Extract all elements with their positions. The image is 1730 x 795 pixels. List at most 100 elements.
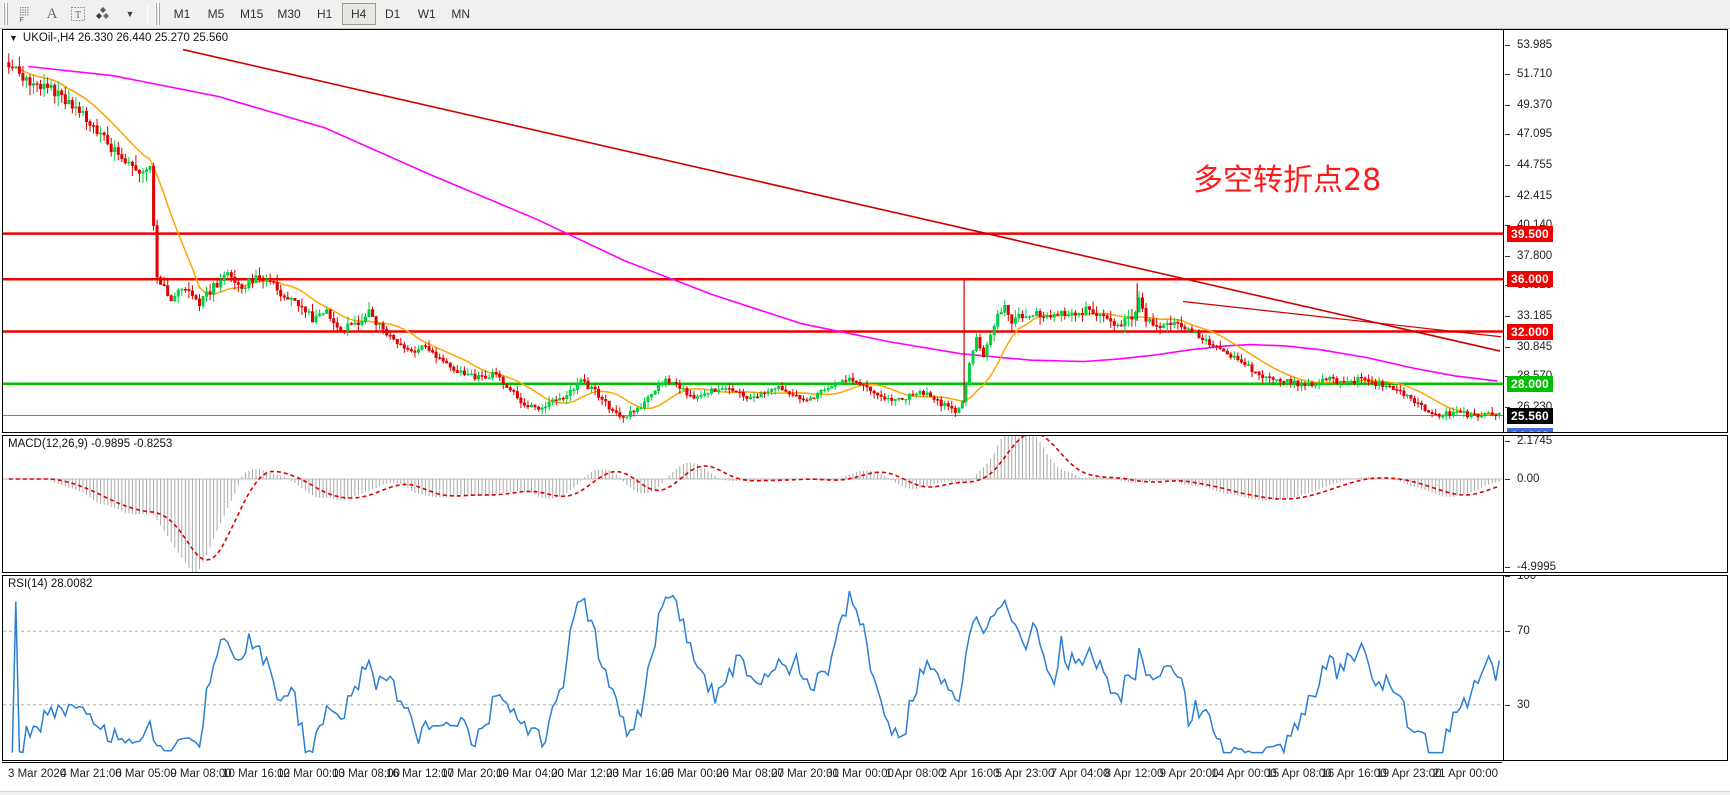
- candlestick: [533, 404, 537, 411]
- candlestick: [925, 387, 929, 398]
- candlestick: [840, 378, 844, 385]
- candlestick: [900, 397, 904, 401]
- candlestick: [989, 332, 993, 348]
- candlestick: [332, 312, 336, 330]
- timeframe-mn[interactable]: MN: [451, 7, 471, 21]
- candlestick: [911, 390, 915, 397]
- text-label-icon[interactable]: T: [65, 2, 91, 26]
- timeframe-w1[interactable]: W1: [417, 7, 436, 21]
- candlestick: [1109, 310, 1113, 328]
- candlestick: [420, 345, 424, 351]
- candlestick: [247, 277, 251, 291]
- candlestick: [1042, 311, 1046, 322]
- dropdown-arrow-icon[interactable]: ▼: [125, 9, 135, 19]
- candlestick: [837, 382, 841, 386]
- timeframe-m5[interactable]: M5: [207, 7, 225, 21]
- candlestick: [763, 391, 767, 398]
- candlestick: [699, 390, 703, 400]
- price-chart-panel[interactable]: ▼ UKOil-,H4 26.330 26.440 25.270 25.560 …: [2, 29, 1728, 433]
- candlestick: [155, 219, 159, 284]
- time-axis[interactable]: 3 Mar 2020 4 Mar 21:00 6 Mar 05:00 9 Mar 08…: [2, 762, 1502, 790]
- candlestick: [1490, 406, 1494, 417]
- price-plot-area[interactable]: [3, 30, 1503, 432]
- candlestick: [409, 346, 413, 353]
- candlestick: [907, 393, 911, 406]
- candlestick: [632, 409, 636, 417]
- candlestick: [724, 383, 728, 393]
- candlestick: [1003, 299, 1007, 317]
- candlestick: [1133, 310, 1137, 327]
- candlestick: [480, 370, 484, 381]
- candlestick: [628, 406, 632, 420]
- price-tick-49.370: 49.370: [1505, 99, 1552, 111]
- crosshair-f-icon[interactable]: F: [13, 2, 39, 26]
- candlestick: [512, 388, 516, 395]
- candlestick: [890, 394, 894, 406]
- candlestick: [847, 374, 851, 385]
- candlestick: [508, 385, 512, 393]
- candlestick: [1158, 322, 1162, 335]
- candlestick: [67, 90, 71, 105]
- candlestick: [349, 322, 353, 326]
- rsi-plot-area[interactable]: [3, 576, 1503, 760]
- macd-scale[interactable]: 2.1745 0.00 -4.9995: [1505, 436, 1727, 572]
- candlestick: [950, 400, 954, 414]
- time-label: 15 Apr 08:00: [1266, 768, 1332, 780]
- macd-panel[interactable]: MACD(12,26,9) -0.9895 -0.8253 2.1745 0.00…: [2, 435, 1728, 573]
- candlestick: [81, 106, 85, 116]
- candlestick: [618, 407, 622, 420]
- candlestick: [1469, 411, 1473, 420]
- candlestick: [692, 390, 696, 400]
- candlestick: [1218, 340, 1222, 350]
- price-level-label-25.560: 25.560: [1507, 407, 1553, 424]
- timeframe-drag-handle[interactable]: [154, 3, 163, 25]
- candlestick: [1465, 409, 1469, 419]
- candlestick: [251, 274, 255, 289]
- collapse-triangle-icon[interactable]: ▼: [9, 33, 18, 43]
- candlestick: [1268, 372, 1272, 384]
- candlestick: [423, 343, 427, 349]
- candlestick: [1119, 320, 1123, 327]
- candlestick: [14, 66, 18, 70]
- candlestick: [787, 390, 791, 398]
- candlestick: [226, 269, 230, 279]
- candlestick: [367, 302, 371, 318]
- candlestick: [1328, 375, 1332, 384]
- candlestick: [1172, 317, 1176, 329]
- candlestick: [1112, 318, 1116, 331]
- candlestick: [1073, 309, 1077, 322]
- time-label: 8 Apr 12:00: [1104, 768, 1164, 780]
- candlestick: [265, 274, 269, 287]
- toolbar-drag-handle[interactable]: [2, 3, 11, 25]
- candlestick: [1374, 378, 1378, 390]
- timeframe-d1[interactable]: D1: [385, 7, 401, 21]
- timeframe-h4[interactable]: H4: [341, 3, 376, 25]
- rsi-panel[interactable]: RSI(14) 28.0082 100 70 30: [2, 575, 1728, 761]
- candlestick: [498, 370, 502, 382]
- timeframe-m30[interactable]: M30: [277, 7, 301, 21]
- macd-plot-area[interactable]: [3, 436, 1503, 572]
- candlestick: [222, 271, 226, 286]
- candlestick: [1105, 313, 1109, 320]
- candlestick: [1020, 310, 1024, 323]
- candlestick: [339, 325, 343, 333]
- candlestick: [1045, 312, 1049, 319]
- text-a-icon[interactable]: A: [46, 5, 58, 22]
- candlestick: [169, 294, 173, 302]
- timeframe-m1[interactable]: M1: [173, 7, 191, 21]
- candlestick: [1250, 362, 1254, 378]
- horizontal-scrollbar[interactable]: [0, 791, 1730, 795]
- price-scale[interactable]: 53.98551.71049.37047.09544.75542.41540.1…: [1505, 30, 1727, 432]
- rsi-scale[interactable]: 100 70 30: [1505, 576, 1727, 760]
- candlestick: [943, 400, 947, 410]
- candlestick: [335, 317, 339, 333]
- objects-icon[interactable]: [91, 2, 117, 26]
- timeframe-m15[interactable]: M15: [240, 7, 264, 21]
- timeframe-h1[interactable]: H1: [317, 7, 333, 21]
- candlestick: [819, 388, 823, 399]
- candlestick: [710, 386, 714, 396]
- candlestick: [1222, 348, 1226, 352]
- candlestick: [17, 56, 21, 77]
- candlestick: [402, 341, 406, 353]
- candlestick: [586, 377, 590, 390]
